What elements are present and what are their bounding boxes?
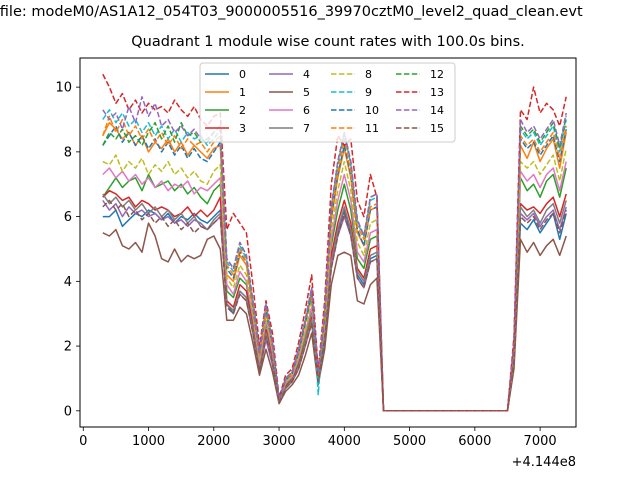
figure-suptitle-text: n file: modeM0/AS1A12_054T03_9000005516_… bbox=[0, 4, 583, 20]
legend-label-13: 13 bbox=[430, 86, 444, 99]
legend-label-12: 12 bbox=[430, 68, 444, 81]
y-tick-label: 6 bbox=[64, 210, 72, 225]
legend-label-3: 3 bbox=[239, 122, 246, 135]
legend-label-11: 11 bbox=[365, 122, 379, 135]
legend-label-15: 15 bbox=[430, 122, 444, 135]
figure-suptitle: n file: modeM0/AS1A12_054T03_9000005516_… bbox=[0, 4, 640, 26]
x-offset-label: +4.144e8 bbox=[512, 455, 576, 470]
chart-title: Quadrant 1 module wise count rates with … bbox=[131, 34, 525, 50]
series-layer bbox=[102, 73, 567, 412]
y-tick-label: 8 bbox=[64, 145, 72, 160]
x-tick-label: 4000 bbox=[328, 434, 361, 449]
y-tick-label: 4 bbox=[64, 275, 72, 290]
x-tick-label: 2000 bbox=[197, 434, 230, 449]
legend-label-0: 0 bbox=[239, 68, 246, 81]
legend-label-1: 1 bbox=[239, 86, 246, 99]
x-tick-label: 0 bbox=[79, 434, 87, 449]
legend-label-5: 5 bbox=[303, 86, 310, 99]
legend-label-2: 2 bbox=[239, 104, 246, 117]
series-line-13 bbox=[102, 73, 567, 412]
y-tick-label: 2 bbox=[64, 340, 72, 355]
y-axis-ticks: 0 2 4 6 8 10 bbox=[55, 81, 80, 419]
series-line-2 bbox=[102, 167, 567, 412]
legend-box bbox=[199, 62, 456, 143]
x-axis-ticks: 0 1000 2000 3000 4000 5000 6000 7000 bbox=[79, 427, 557, 449]
legend-label-9: 9 bbox=[365, 86, 372, 99]
y-tick-label: 0 bbox=[64, 404, 72, 419]
y-tick-label: 10 bbox=[55, 81, 72, 96]
legend-label-7: 7 bbox=[303, 122, 310, 135]
x-tick-label: 7000 bbox=[524, 434, 557, 449]
legend-label-14: 14 bbox=[430, 104, 444, 117]
series-line-12 bbox=[102, 116, 567, 412]
x-tick-label: 1000 bbox=[132, 434, 165, 449]
x-tick-label: 3000 bbox=[263, 434, 296, 449]
legend-label-4: 4 bbox=[303, 68, 310, 81]
x-tick-label: 6000 bbox=[458, 434, 491, 449]
series-line-11 bbox=[102, 115, 567, 412]
x-tick-label: 5000 bbox=[393, 434, 426, 449]
legend-label-8: 8 bbox=[365, 68, 372, 81]
legend-label-6: 6 bbox=[303, 104, 310, 117]
legend-label-10: 10 bbox=[365, 104, 379, 117]
axes-frame bbox=[79, 57, 577, 428]
